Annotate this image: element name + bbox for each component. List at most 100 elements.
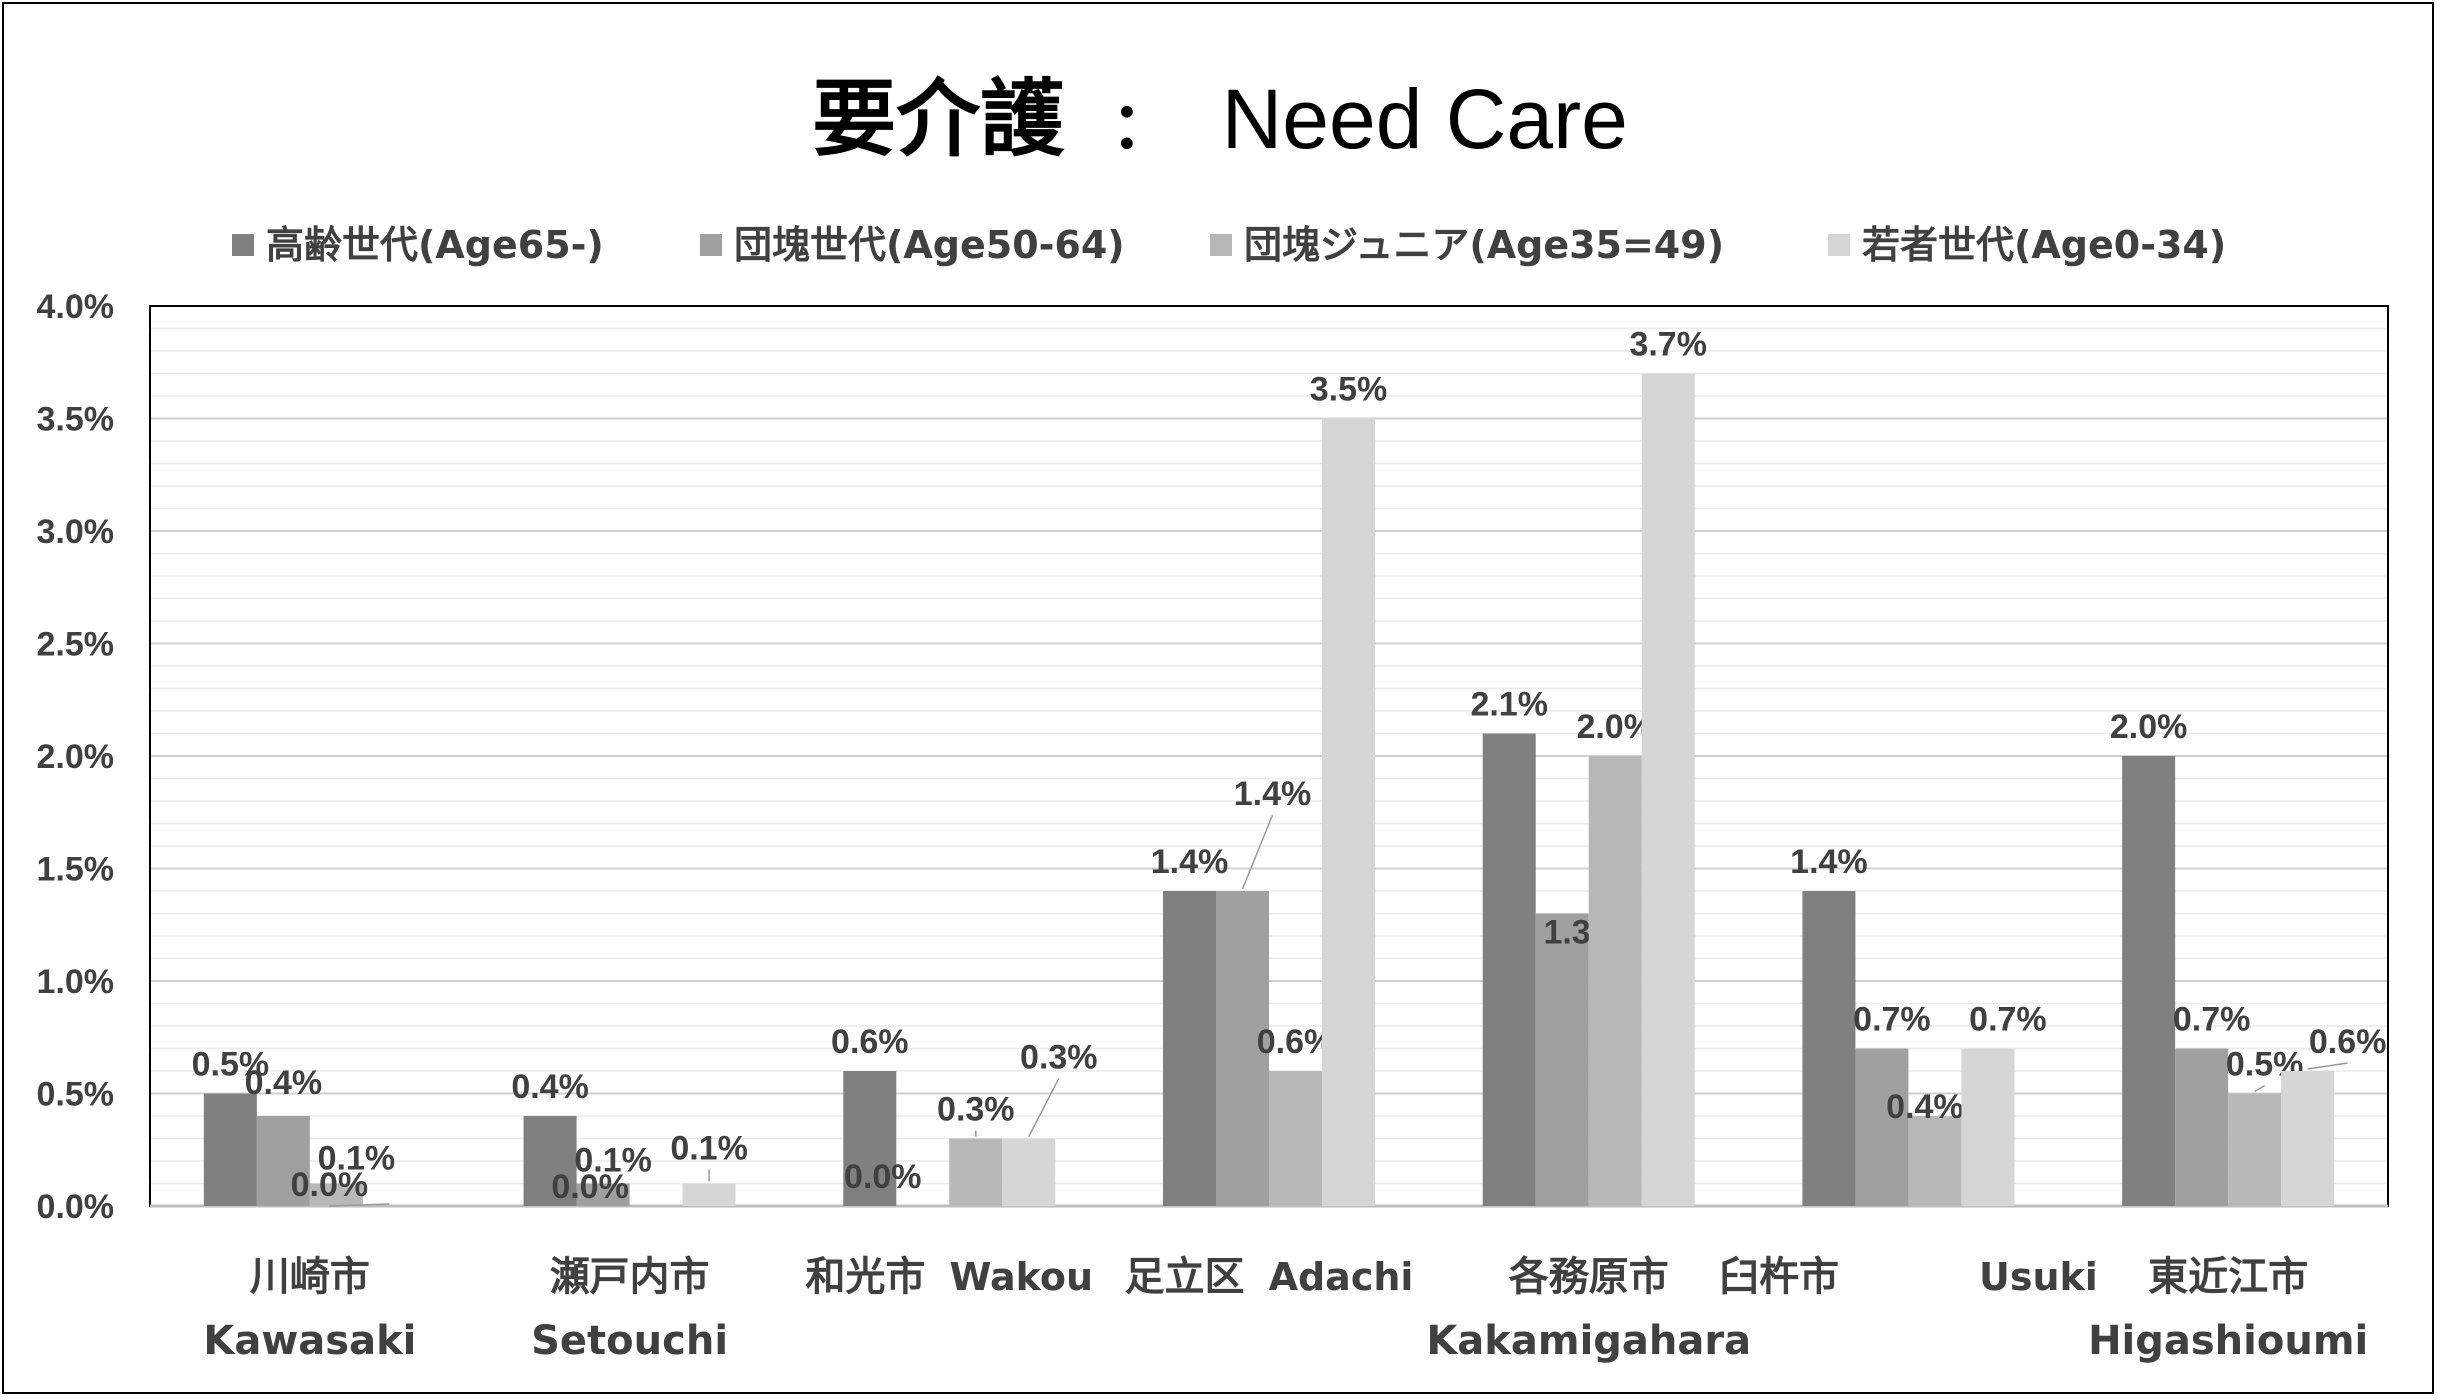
- bar: [1535, 913, 1589, 1206]
- data-label: 1.4%: [1151, 843, 1229, 881]
- data-label: 0.4%: [511, 1068, 589, 1106]
- chart-title-jp: 要介護: [812, 70, 1065, 168]
- y-tick-label: 3.0%: [37, 513, 115, 551]
- y-tick-label: 1.0%: [37, 963, 115, 1001]
- y-tick-label: 0.0%: [37, 1188, 115, 1226]
- bar: [2228, 1093, 2282, 1206]
- data-label: 3.7%: [1629, 326, 1707, 364]
- data-label: 0.6%: [2309, 1023, 2387, 1061]
- data-label: 0.1%: [574, 1142, 652, 1180]
- category-label: 臼杵市 Usuki: [1719, 1254, 2098, 1300]
- legend-item: 若者世代(Age0-34): [1828, 223, 2226, 267]
- bar: [2122, 756, 2176, 1206]
- bar: [1269, 1071, 1322, 1206]
- legend-item: 団塊世代(Age50-64): [700, 223, 1125, 267]
- bar: [682, 1183, 736, 1206]
- data-label: 0.3%: [937, 1091, 1015, 1129]
- data-label: 0.7%: [1969, 1001, 2047, 1039]
- category-label-en: Usuki: [1979, 1255, 2098, 1299]
- data-label: 0.7%: [1853, 1001, 1931, 1039]
- category-label-jp: 臼杵市: [1719, 1254, 1839, 1300]
- bar: [1002, 1138, 1056, 1206]
- legend: 高齢世代(Age65-) 団塊世代(Age50-64) 団塊ジュニア(Age35=4…: [232, 223, 2226, 267]
- category-label-en: Setouchi: [531, 1318, 728, 1364]
- data-label: 0.7%: [2173, 1001, 2251, 1039]
- category-label-en: Wakou: [949, 1255, 1093, 1299]
- plot-area: 0.0% 0.5% 1.0% 1.5% 2.0% 2.5% 3.0% 3.5% 4.0% 0.5%…: [37, 288, 2389, 1364]
- bar: [523, 1116, 577, 1206]
- bar: [1482, 733, 1536, 1206]
- data-label: 0.5%: [192, 1046, 270, 1084]
- legend-swatch: [232, 234, 254, 256]
- legend-item: 高齢世代(Age65-): [232, 223, 604, 267]
- data-label-leader: [1241, 814, 1274, 890]
- bar: [2175, 1048, 2229, 1206]
- legend-swatch: [1828, 234, 1850, 256]
- category-label-jp: 瀬戸内市: [550, 1254, 710, 1300]
- legend-label: 若者世代(Age0-34): [1862, 223, 2226, 267]
- data-label-leader: [2307, 1062, 2348, 1070]
- data-label: 0.6%: [1257, 1023, 1335, 1061]
- category-label: 足立区 Adachi: [1125, 1254, 1414, 1300]
- category-label-en: Higashioumi: [2088, 1318, 2368, 1364]
- category-label-en: Kawasaki: [203, 1318, 416, 1364]
- y-tick-label: 3.5%: [37, 401, 115, 439]
- chart-title-en: Need Care: [1222, 72, 1628, 166]
- bar: [843, 1071, 897, 1206]
- bar: [1961, 1048, 2015, 1206]
- data-label: 3.5%: [1310, 371, 1388, 409]
- data-label: 0.0%: [551, 1168, 629, 1206]
- bar: [1641, 373, 1695, 1206]
- data-label: 1.4%: [1234, 775, 1312, 813]
- bar: [576, 1183, 630, 1206]
- bar: [203, 1093, 257, 1206]
- data-label: 2.0%: [1576, 708, 1654, 746]
- category-label-jp: 和光市: [805, 1254, 925, 1300]
- y-tick-label: 2.0%: [37, 738, 115, 776]
- bar: [949, 1138, 1003, 1206]
- category-label-en: Adachi: [1269, 1255, 1414, 1299]
- legend-label: 団塊世代(Age50-64): [734, 223, 1125, 267]
- y-tick-label: 0.5%: [37, 1076, 115, 1114]
- bar: [1855, 1048, 1909, 1206]
- data-label: 0.4%: [1886, 1088, 1964, 1126]
- legend-swatch: [700, 234, 722, 256]
- data-label: 0.4%: [245, 1064, 323, 1102]
- y-tick-label: 2.5%: [37, 626, 115, 664]
- chart-title-separator: ：: [1111, 90, 1175, 164]
- bar: [1322, 418, 1375, 1206]
- data-label-leader: [1028, 1078, 1060, 1137]
- data-label: 0.1%: [670, 1130, 748, 1168]
- category-label-jp: 各務原市: [1509, 1254, 1669, 1300]
- chart-title: 要介護 ： Need Care: [812, 70, 1628, 168]
- bar: [1216, 891, 1269, 1206]
- category-label-jp: 東近江市: [2148, 1254, 2308, 1300]
- bar: [1588, 756, 1642, 1206]
- category-label-jp: 足立区: [1125, 1254, 1245, 1300]
- data-label: 1.4%: [1790, 843, 1868, 881]
- data-label: 0.1%: [318, 1140, 396, 1178]
- legend-label: 団塊ジュニア(Age35=49): [1244, 223, 1724, 267]
- legend-swatch: [1210, 234, 1232, 256]
- bar: [1802, 891, 1856, 1206]
- data-label: 0.3%: [1020, 1039, 1098, 1077]
- legend-label: 高齢世代(Age65-): [266, 223, 604, 267]
- data-label: 2.0%: [2110, 708, 2188, 746]
- data-label: 0.6%: [831, 1023, 909, 1061]
- data-label: 0.0%: [291, 1166, 369, 1204]
- bar: [309, 1183, 363, 1206]
- legend-item: 団塊ジュニア(Age35=49): [1210, 223, 1724, 267]
- bar: [1163, 891, 1216, 1206]
- bar: [2281, 1071, 2335, 1206]
- y-tick-label: 4.0%: [37, 288, 115, 326]
- data-label: 0.0%: [844, 1158, 922, 1196]
- data-label: 2.1%: [1470, 686, 1548, 724]
- y-tick-label: 1.5%: [37, 851, 115, 889]
- category-label-jp: 川崎市: [250, 1254, 370, 1300]
- data-label-leader: [329, 1203, 390, 1207]
- category-label-en: Kakamigahara: [1426, 1318, 1751, 1364]
- data-label-leader: [2254, 1084, 2266, 1093]
- bar: [256, 1116, 310, 1206]
